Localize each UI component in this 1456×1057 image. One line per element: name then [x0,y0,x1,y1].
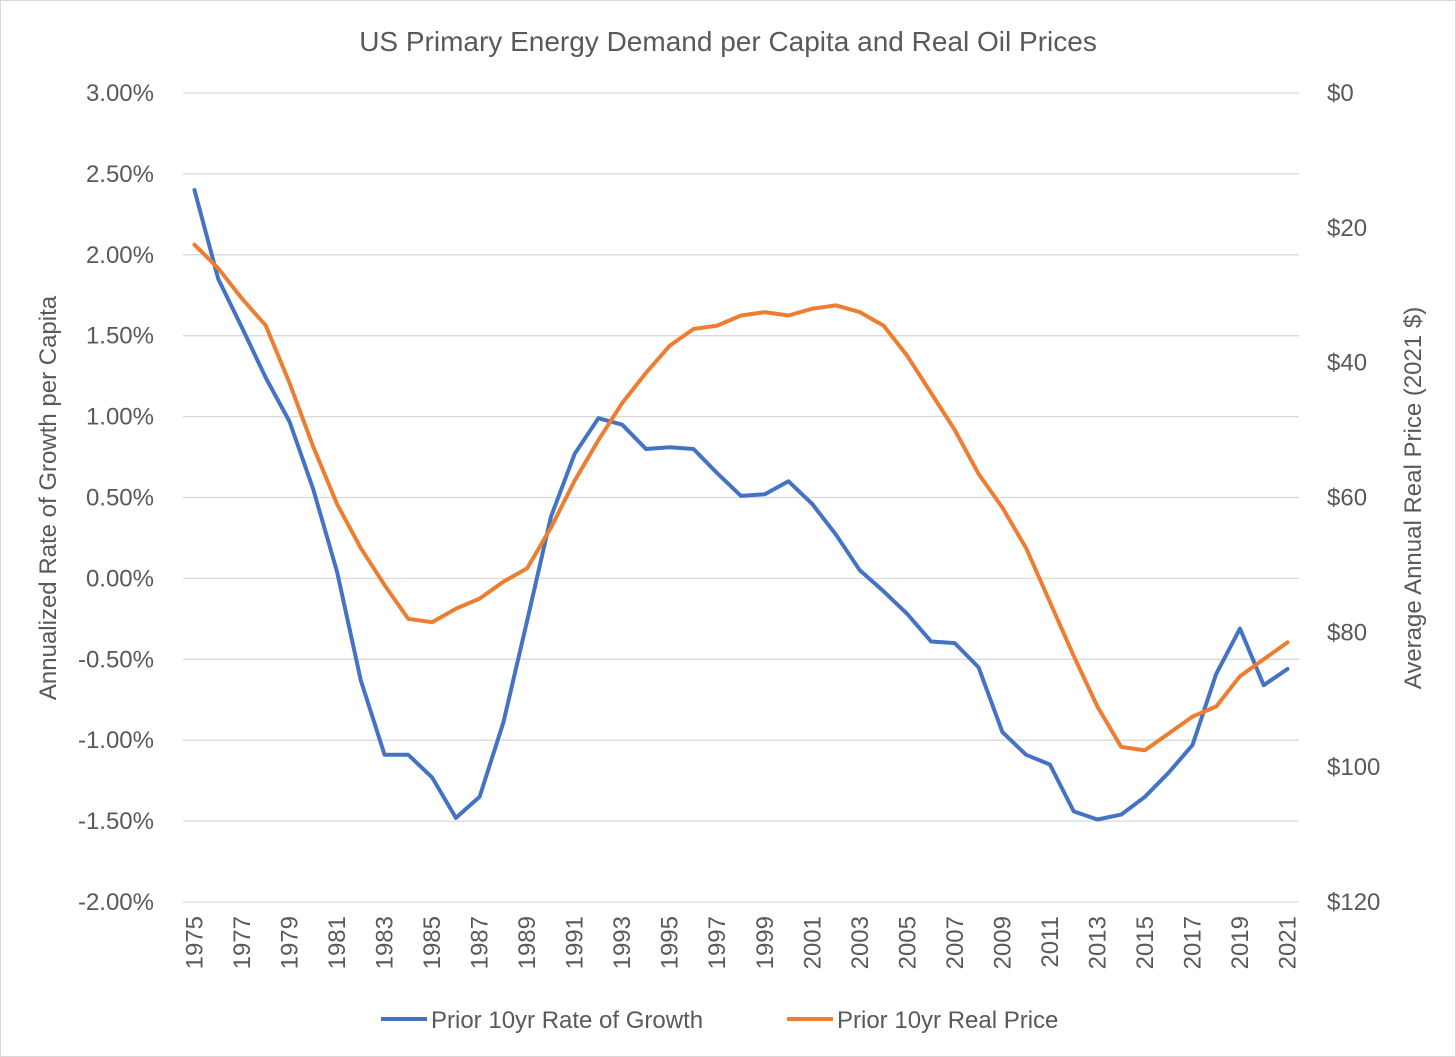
x-tick-label: 1997 [704,916,731,969]
x-tick-label: 2013 [1084,916,1111,969]
left-tick-label: 3.00% [86,80,154,107]
left-tick-label: 1.50% [86,323,154,350]
left-tick-label: 0.00% [86,565,154,592]
right-tick-label: $40 [1327,350,1367,377]
x-tick-label: 1993 [609,916,636,969]
right-tick-label: $60 [1327,485,1367,512]
legend-label-price: Prior 10yr Real Price [837,1007,1058,1034]
x-tick-label: 2017 [1179,916,1206,969]
left-tick-label: -1.00% [78,727,154,754]
x-tick-label: 2001 [799,916,826,969]
right-tick-label: $100 [1327,754,1380,781]
right-tick-label: $0 [1327,80,1354,107]
x-tick-label: 1987 [467,916,494,969]
left-tick-label: -2.00% [78,889,154,916]
x-tick-label: 2015 [1132,916,1159,969]
x-tick-label: 1983 [372,916,399,969]
left-tick-label: -0.50% [78,646,154,673]
series-lines [192,188,1290,822]
left-axis-title: Annualized Rate of Growth per Capita [35,295,62,700]
series-line-price [192,242,1290,753]
left-tick-label: -1.50% [78,808,154,835]
left-tick-label: 2.00% [86,242,154,269]
right-axis-title: Average Annual Real Price (2021 $) [1400,307,1427,689]
x-tick-label: 2003 [847,916,874,969]
chart-title: US Primary Energy Demand per Capita and … [359,26,1097,57]
x-tick-label: 2021 [1275,916,1302,969]
series-line-growth [192,188,1290,822]
left-tick-label: 2.50% [86,161,154,188]
right-tick-label: $120 [1327,889,1380,916]
right-axis-ticks: $0 $20 $40 $60 $80 $100 $120 [1327,80,1380,916]
x-tick-label: 2019 [1227,916,1254,969]
legend-label-growth: Prior 10yr Rate of Growth [431,1007,703,1034]
x-tick-label: 1979 [277,916,304,969]
x-tick-label: 1991 [562,916,589,969]
x-axis-ticks: 1975 1977 1979 1981 1983 1985 1987 1989 1991 1993… [182,916,1302,969]
x-tick-label: 1995 [657,916,684,969]
x-tick-label: 2005 [894,916,921,969]
legend: Prior 10yr Rate of Growth Prior 10yr Rea… [381,1007,1058,1034]
x-tick-label: 2011 [1037,916,1064,968]
x-tick-label: 1985 [419,916,446,969]
x-tick-label: 2009 [989,916,1016,969]
right-tick-label: $20 [1327,215,1367,242]
left-tick-label: 0.50% [86,485,154,512]
x-tick-label: 1977 [229,916,256,969]
right-tick-label: $80 [1327,619,1367,646]
x-tick-label: 1981 [324,916,351,969]
x-tick-label: 1999 [752,916,779,969]
x-tick-label: 1989 [514,916,541,969]
x-tick-label: 2007 [942,916,969,969]
left-axis-ticks: 3.00% 2.50% 2.00% 1.50% 1.00% 0.50% 0.00% -0.50… [78,80,154,916]
x-tick-label: 1975 [182,916,209,969]
left-tick-label: 1.00% [86,404,154,431]
